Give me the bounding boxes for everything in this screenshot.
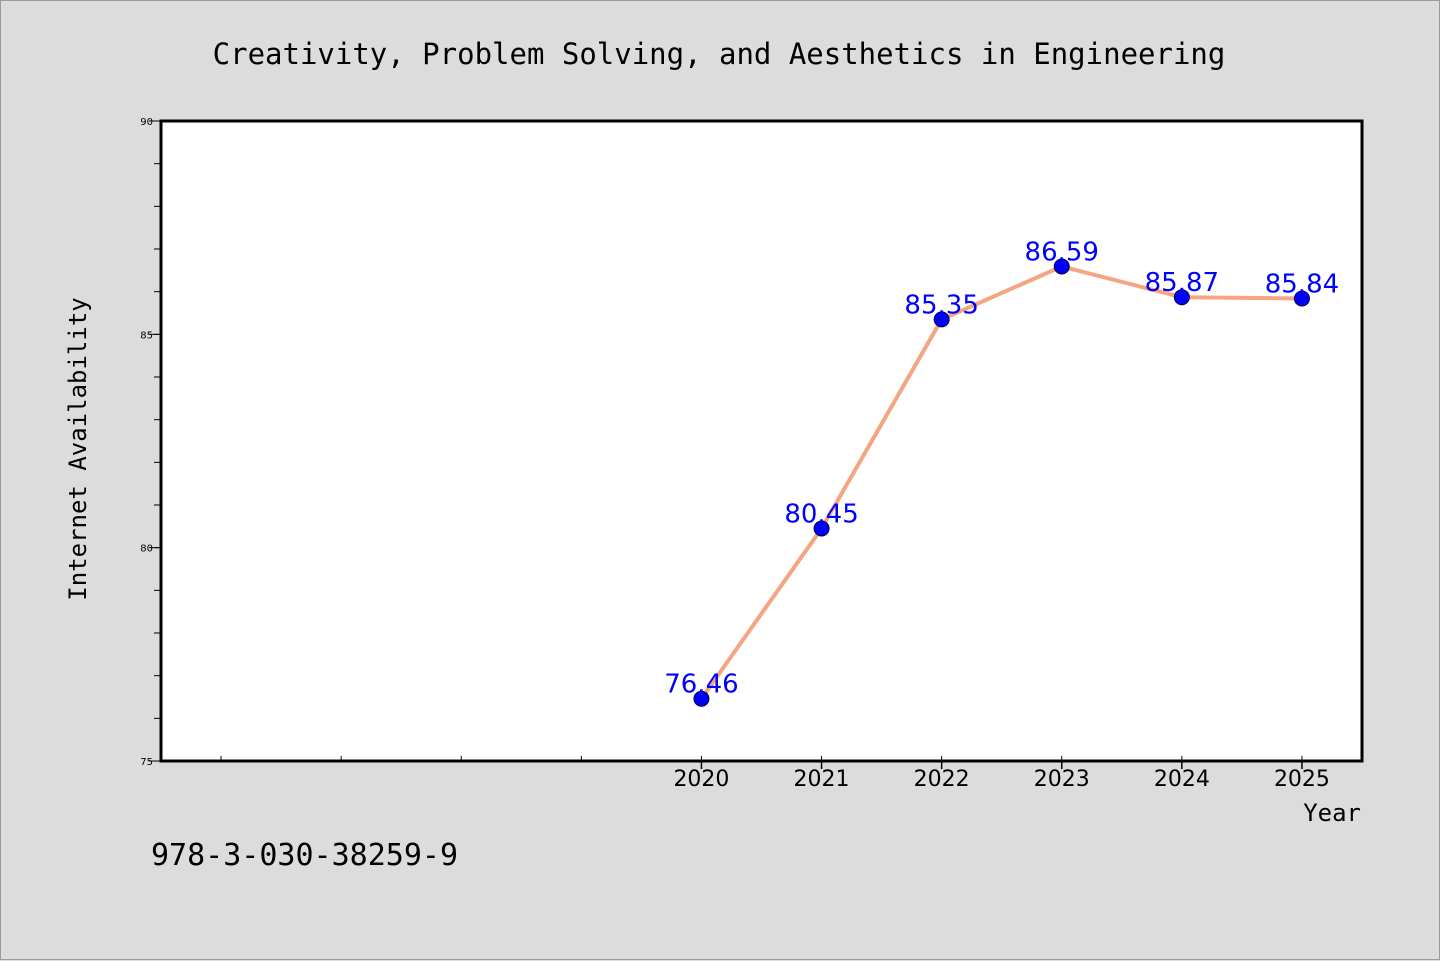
x-minor-ticks [220,756,1303,761]
x-tick-label: 2021 [794,767,850,792]
data-labels: 76.46 80.45 85.35 86.59 85.87 85.84 [664,237,1339,699]
x-tick-label: 2020 [673,767,729,792]
x-tick-label: 2025 [1274,767,1330,792]
chart-title: Creativity, Problem Solving, and Aesthet… [213,37,1226,71]
data-point [693,690,710,707]
y-tick-label: 75 [140,757,153,768]
data-label: 85.35 [904,290,978,320]
data-label: 86.59 [1025,237,1099,267]
data-label: 85.84 [1265,269,1339,299]
data-point [1173,289,1190,306]
data-point [933,311,950,328]
x-axis-ticks: 2020 2021 2022 2023 2024 2025 [673,761,1330,792]
series-layer [693,258,1310,707]
plot-area [159,119,1364,763]
data-label: 85.87 [1145,268,1219,298]
data-label: 76.46 [664,670,738,700]
x-tick-label: 2024 [1154,767,1210,792]
data-point [1293,290,1310,307]
series-line [699,264,1302,700]
y-tick-label: 80 [140,544,153,555]
x-axis-label: Year [1303,799,1361,827]
y-tick-label: 85 [140,330,153,341]
x-tick-label: 2023 [1034,767,1090,792]
isbn-text: 978-3-030-38259-9 [151,838,458,873]
data-point [813,520,830,537]
y-axis-label: Internet Availability [64,297,92,600]
y-axis-ticks: 75 80 85 90 [140,117,161,768]
y-tick-label: 90 [140,117,153,128]
x-tick-label: 2022 [914,767,970,792]
data-point [1053,258,1070,275]
data-label: 80.45 [784,499,858,529]
